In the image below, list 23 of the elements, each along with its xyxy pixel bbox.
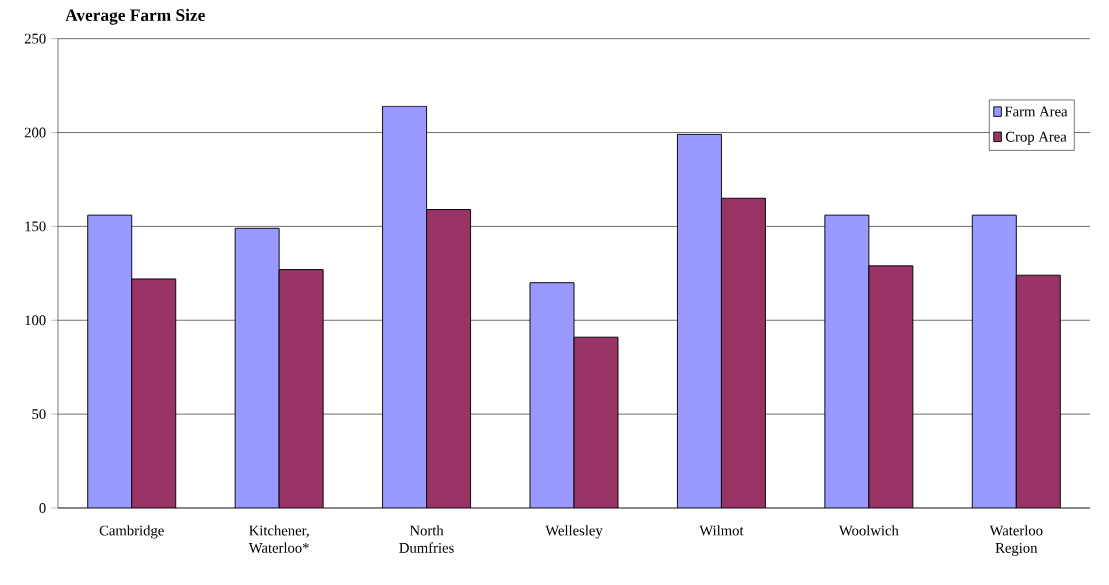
bar	[131, 278, 177, 508]
legend-label: Crop Area	[1005, 131, 1067, 145]
legend-label: Farm Area	[1004, 106, 1068, 117]
y-tick-label: 50	[32, 409, 46, 420]
x-tick-label: Wilmot	[699, 525, 744, 536]
x-tick-label: Waterloo Region	[989, 525, 1043, 556]
y-tick-label: 200	[24, 127, 46, 138]
bar	[278, 269, 324, 508]
y-tick-label: 150	[25, 221, 46, 232]
y-tick-label: 250	[24, 33, 46, 44]
bar	[426, 209, 472, 508]
bar	[720, 197, 766, 508]
bar	[573, 336, 619, 508]
y-tick-label: 100	[25, 315, 46, 326]
x-tick-label: North Dumfries	[399, 525, 454, 553]
y-tick-label: 0	[39, 503, 46, 513]
x-tick-label: Cambridge	[99, 525, 164, 539]
bar	[1015, 274, 1061, 508]
x-tick-label: Wellesley	[545, 525, 603, 539]
x-tick-label: Woolwich	[838, 525, 899, 536]
bar	[868, 265, 914, 508]
x-tick-label: Kitchener, Waterloo*	[248, 525, 309, 553]
chart-title: Average Farm Size	[65, 8, 205, 25]
